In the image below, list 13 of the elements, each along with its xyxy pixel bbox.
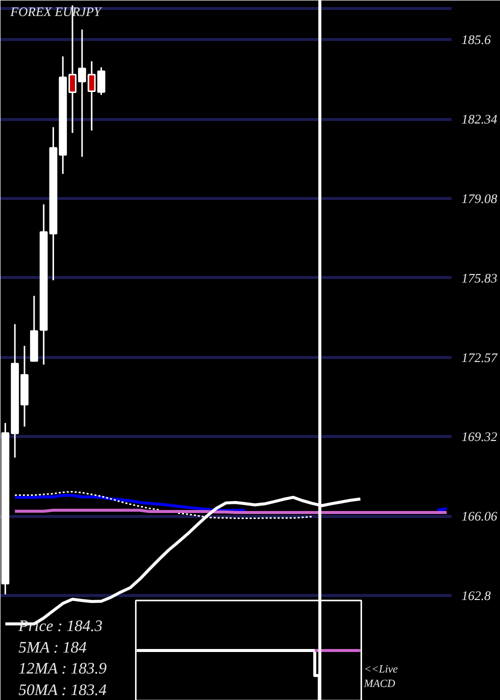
annotation: <<Live MACD bbox=[363, 664, 398, 690]
y-tick-label: 175.83 bbox=[462, 270, 498, 286]
annotation: 50MA : 183.4 bbox=[18, 682, 107, 700]
annotation: 5MA : 184 bbox=[18, 639, 87, 656]
annotation: 12MA : 183.9 bbox=[18, 660, 107, 678]
y-tick-label: 182.34 bbox=[462, 112, 498, 127]
y-tick-label: 179.08 bbox=[462, 191, 498, 206]
y-tick-label: 169.32 bbox=[462, 429, 498, 444]
y-tick-label: 185.6 bbox=[462, 32, 492, 48]
y-tick-label: 162.8 bbox=[462, 588, 492, 604]
y-tick-label: 166.06 bbox=[462, 508, 498, 524]
y-tick-label: 172.57 bbox=[462, 350, 498, 365]
annotation: Price : 184.3 bbox=[18, 618, 103, 636]
